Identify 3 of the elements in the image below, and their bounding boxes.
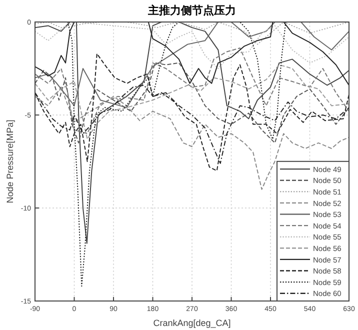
y-axis-title: Node Pressure[MPa] bbox=[5, 120, 15, 204]
chart-title: 主推力侧节点压力 bbox=[147, 4, 236, 17]
x-axis-title: CrankAng[deg_CA] bbox=[153, 318, 231, 328]
